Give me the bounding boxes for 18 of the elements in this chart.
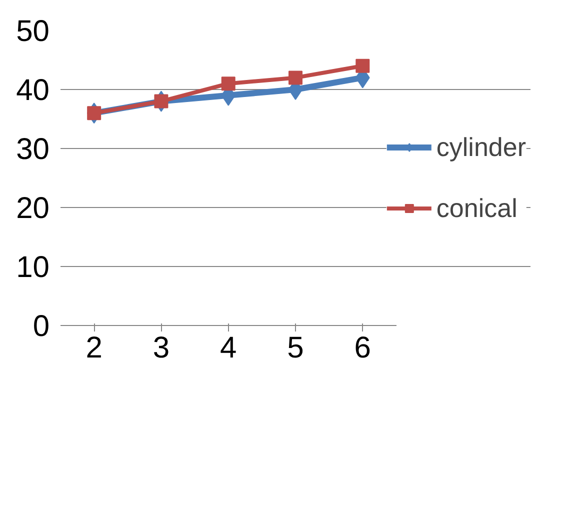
- x-tick-label: 4: [220, 332, 237, 364]
- x-tick-label: 5: [287, 332, 304, 364]
- point: [87, 106, 102, 120]
- legend-label: conical: [436, 192, 518, 224]
- point: [221, 76, 236, 91]
- y-tick-label: 10: [16, 251, 50, 284]
- y-tick-label: 40: [16, 74, 50, 107]
- point: [154, 94, 168, 108]
- y-tick-label: 0: [32, 310, 50, 343]
- y-tick-label: 30: [16, 133, 50, 166]
- point: [288, 70, 302, 85]
- y-tick-label: 50: [16, 15, 50, 48]
- legend-label: cylinder: [436, 132, 526, 162]
- x-tick-label: 3: [152, 332, 170, 364]
- point: [356, 58, 370, 73]
- y-tick-label: 20: [16, 192, 50, 225]
- x-tick-label: 2: [86, 332, 102, 364]
- x-tick-label: 6: [354, 332, 371, 364]
